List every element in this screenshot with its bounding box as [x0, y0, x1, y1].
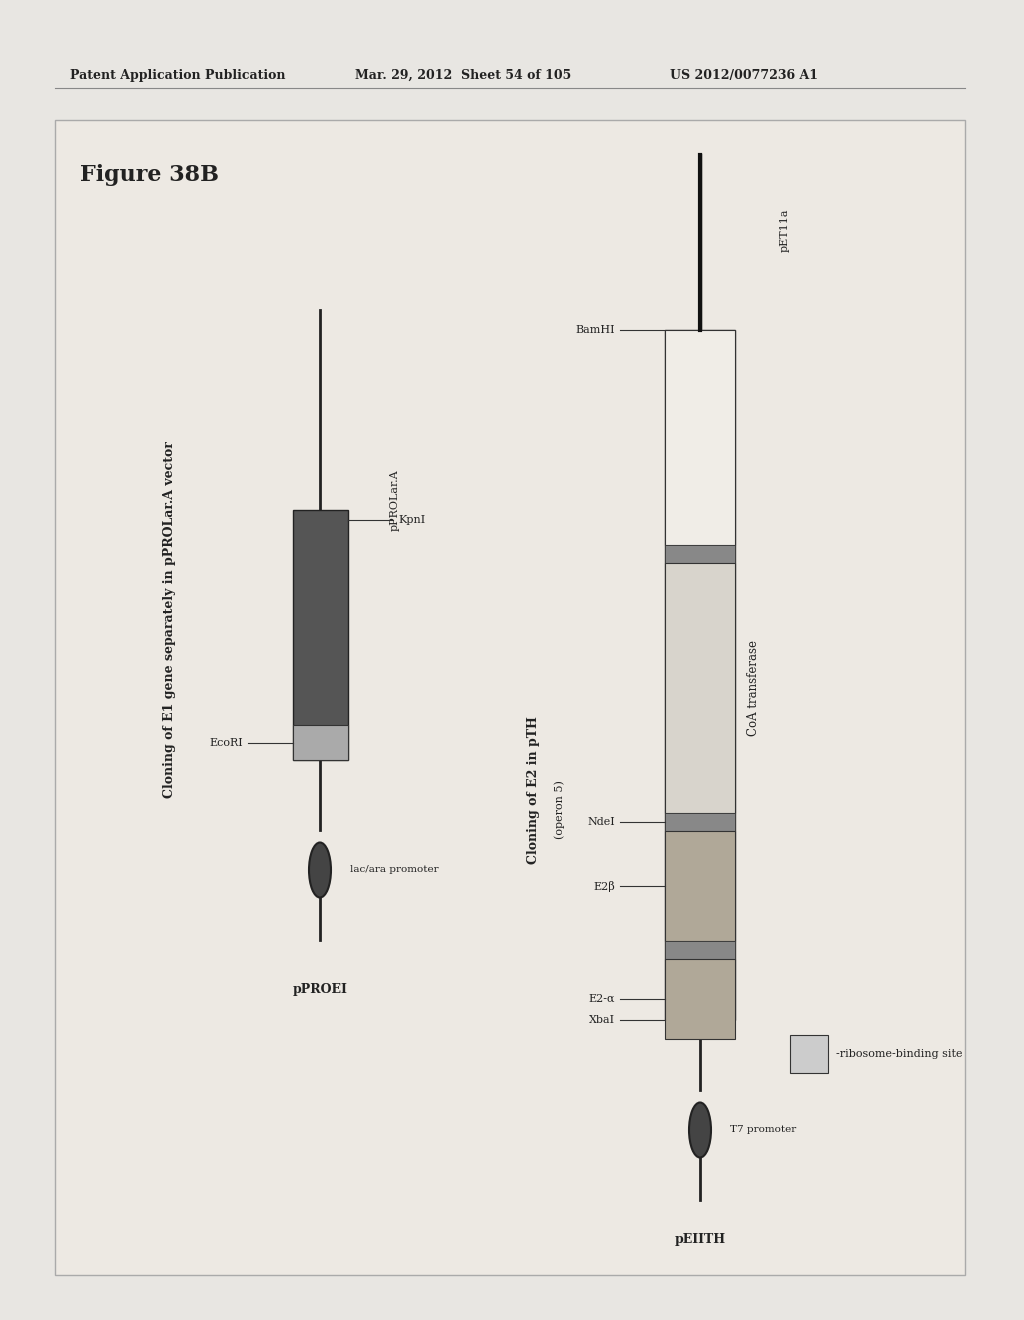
Bar — [665, 545, 735, 564]
Text: E2β: E2β — [593, 880, 615, 891]
Text: pET11a: pET11a — [780, 209, 790, 252]
Text: XbaI: XbaI — [589, 1015, 615, 1026]
Text: Mar. 29, 2012  Sheet 54 of 105: Mar. 29, 2012 Sheet 54 of 105 — [355, 69, 571, 82]
Bar — [293, 725, 348, 760]
Text: E2-α: E2-α — [589, 994, 615, 1005]
Bar — [293, 510, 348, 760]
Text: (operon 5): (operon 5) — [555, 780, 565, 840]
Text: pPROLar.A: pPROLar.A — [390, 469, 400, 531]
Bar — [665, 960, 735, 1039]
Text: EcoRI: EcoRI — [209, 738, 243, 747]
Text: Figure 38B: Figure 38B — [80, 164, 219, 186]
Text: BamHI: BamHI — [575, 325, 615, 335]
Bar — [665, 941, 735, 960]
Bar — [665, 330, 735, 1020]
Text: pEIITH: pEIITH — [675, 1233, 726, 1246]
Bar — [55, 120, 965, 1275]
Text: E1: E1 — [309, 610, 321, 626]
Bar — [665, 832, 735, 941]
Text: NdeI: NdeI — [587, 817, 615, 828]
Text: T7 promoter: T7 promoter — [730, 1126, 797, 1134]
Text: Patent Application Publication: Patent Application Publication — [70, 69, 286, 82]
Text: Cloning of E2 in pTH: Cloning of E2 in pTH — [526, 715, 540, 863]
Text: US 2012/0077236 A1: US 2012/0077236 A1 — [670, 69, 818, 82]
Ellipse shape — [689, 1102, 711, 1158]
Text: lac/ara promoter: lac/ara promoter — [350, 866, 438, 874]
Bar — [665, 330, 735, 545]
Text: -ribosome-binding site: -ribosome-binding site — [836, 1049, 963, 1059]
Text: 3-HP-CoA
dehydratase: 3-HP-CoA dehydratase — [689, 403, 711, 473]
Bar — [790, 1035, 828, 1073]
Text: KpnI: KpnI — [398, 515, 425, 525]
Ellipse shape — [309, 842, 331, 898]
Bar — [665, 564, 735, 813]
Text: CoA transferase: CoA transferase — [746, 640, 760, 737]
Text: Cloning of E1 gene separately in pPROLar.A vector: Cloning of E1 gene separately in pPROLar… — [164, 442, 176, 799]
Text: pPROEI: pPROEI — [293, 983, 347, 997]
Bar — [665, 813, 735, 832]
